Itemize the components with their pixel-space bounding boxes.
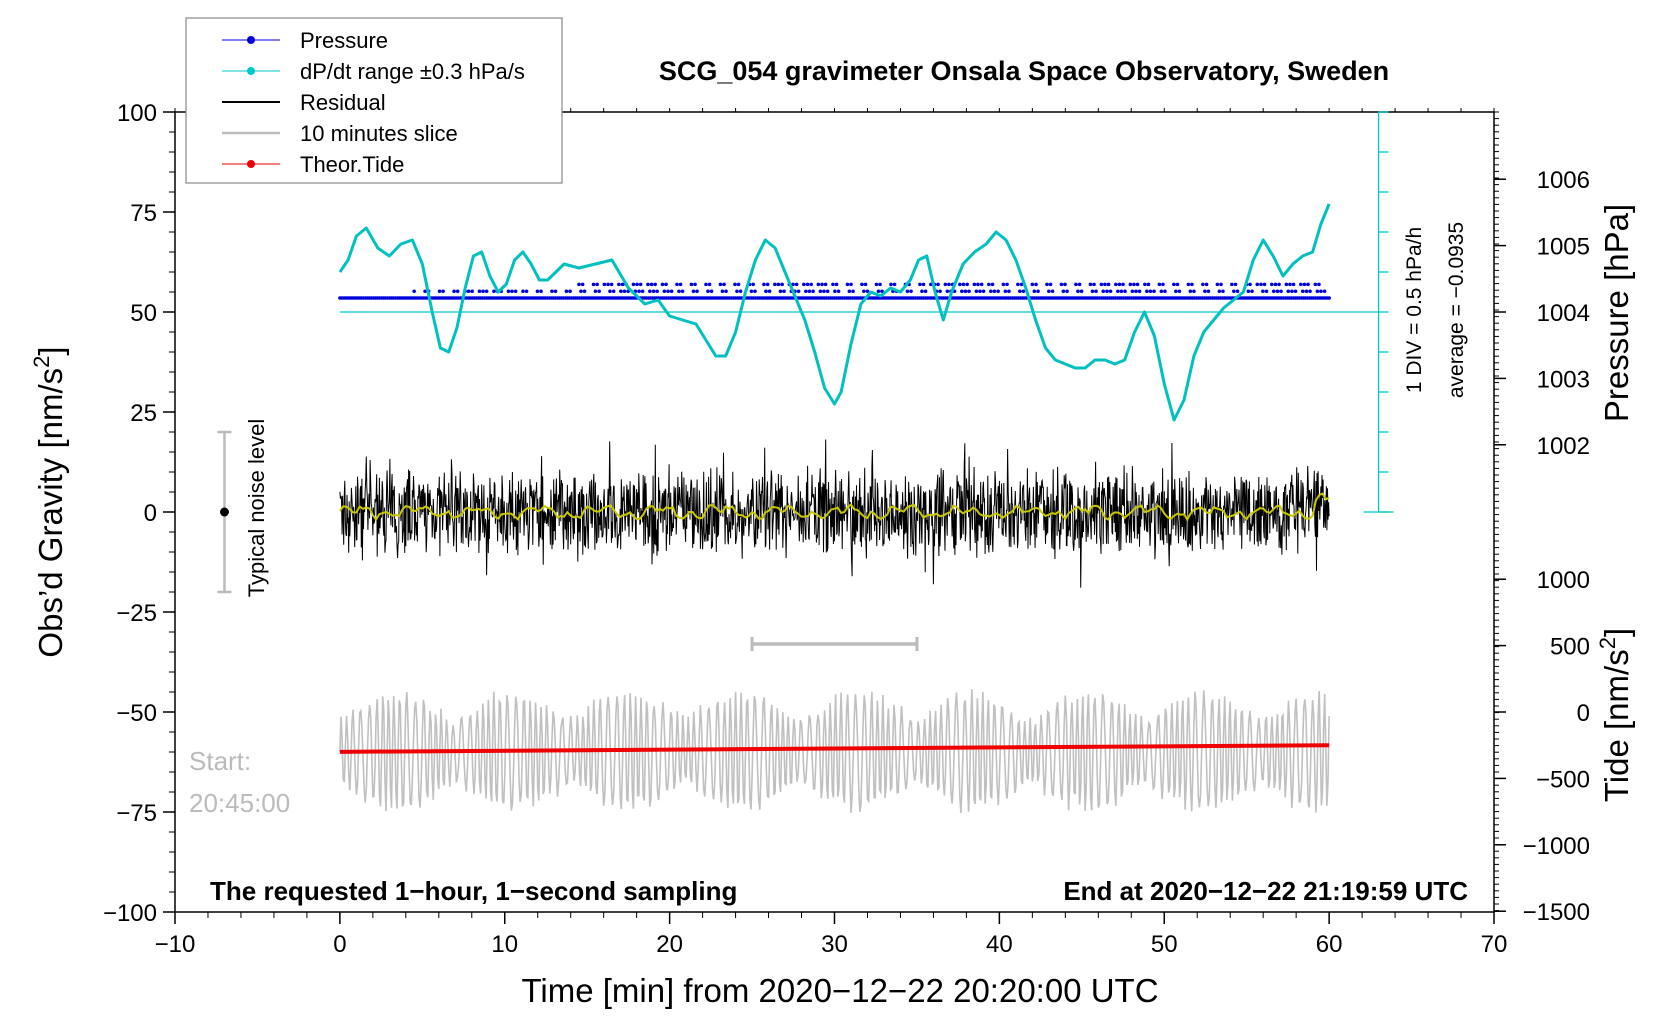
x-tick-label: 40 [986, 931, 1013, 958]
tide-series-line [339, 743, 1330, 754]
y-tick-label: −100 [103, 900, 157, 927]
legend-dot-tide [247, 160, 255, 168]
tide-tick-label: 500 [1550, 634, 1590, 661]
start-label-2: 20:45:00 [189, 788, 290, 818]
y-tick-label: 0 [144, 500, 157, 527]
tide-tick-label: −1000 [1523, 833, 1590, 860]
legend-label-dpdt: dP/dt range ±0.3 hPa/s [300, 59, 525, 84]
bottom-right-note: End at 2020−12−22 21:19:59 UTC [1063, 876, 1468, 906]
legend-item-slice: 10 minutes slice [222, 121, 458, 146]
legend-item-dpdt: dP/dt range ±0.3 hPa/s [222, 59, 525, 84]
legend-dot-pressure [247, 36, 255, 44]
legend-label-tide: Theor.Tide [300, 152, 404, 177]
pressure-tick-label: 1005 [1537, 234, 1590, 261]
start-label-1: Start: [189, 746, 251, 776]
x-tick-label: 60 [1316, 931, 1343, 958]
legend-box [185, 17, 563, 184]
y-tick-label: 25 [130, 400, 157, 427]
y-tick-label: −50 [116, 700, 157, 727]
x-tick-label: −10 [155, 931, 196, 958]
x-tick-label: 70 [1481, 931, 1508, 958]
slice-series-line [339, 689, 1330, 813]
x-tick-label: 10 [491, 931, 518, 958]
pressure-tick-label: 1006 [1537, 167, 1590, 194]
y-tick-label: −75 [116, 800, 157, 827]
pressure-tick-label: 1003 [1537, 366, 1590, 393]
tide-tick-label: 1000 [1537, 567, 1590, 594]
y-tick-label: −25 [116, 600, 157, 627]
tide-tick-label: 0 [1577, 700, 1590, 727]
pressure-axis-label: Pressure [hPa] [1598, 204, 1635, 422]
tide-tick-label: −1500 [1523, 899, 1590, 926]
y-tick-label: 75 [130, 200, 157, 227]
tide-tick-label: −500 [1536, 766, 1590, 793]
legend-item-tide: Theor.Tide [222, 152, 404, 177]
legend: Pressure dP/dt range ±0.3 hPa/s Residual… [185, 17, 563, 184]
chart-title: SCG_054 gravimeter Onsala Space Observat… [659, 56, 1389, 86]
legend-label-slice: 10 minutes slice [300, 121, 458, 146]
pressure-tick-label: 1004 [1537, 300, 1590, 327]
x-tick-label: 0 [333, 931, 346, 958]
noise-center-dot [219, 507, 229, 517]
tide-axis-label: Tide [nm/s2] [1595, 628, 1635, 802]
y-tick-label: 100 [117, 100, 157, 127]
x-axis-label: Time [min] from 2020−12−22 20:20:00 UTC [521, 972, 1158, 1009]
legend-label-residual: Residual [300, 90, 386, 115]
x-tick-label: 30 [821, 931, 848, 958]
y-axis-label: Obs’d Gravity [nm/s2] [29, 346, 69, 657]
noise-level-label: Typical noise level [244, 419, 269, 598]
plot-area: −10 0 10 20 30 40 50 60 701007550250−25−50−75−10… [103, 100, 1590, 958]
scale-note-1: 1 DIV = 0.5 hPa/h [1403, 227, 1426, 393]
dpdt-series-line [338, 203, 1331, 422]
y-tick-label: 50 [130, 300, 157, 327]
residual-smooth-line [339, 492, 1330, 522]
x-tick-label: 20 [656, 931, 683, 958]
scale-note-2: average = −0.0935 [1445, 222, 1468, 398]
legend-item-pressure: Pressure [222, 28, 388, 53]
legend-label-pressure: Pressure [300, 28, 388, 53]
pressure-tick-label: 1002 [1537, 433, 1590, 460]
legend-dot-dpdt [247, 67, 255, 75]
bottom-left-note: The requested 1−hour, 1−second sampling [210, 876, 737, 906]
residual-series-line [339, 439, 1330, 588]
legend-item-residual: Residual [222, 90, 386, 115]
x-tick-label: 50 [1151, 931, 1178, 958]
